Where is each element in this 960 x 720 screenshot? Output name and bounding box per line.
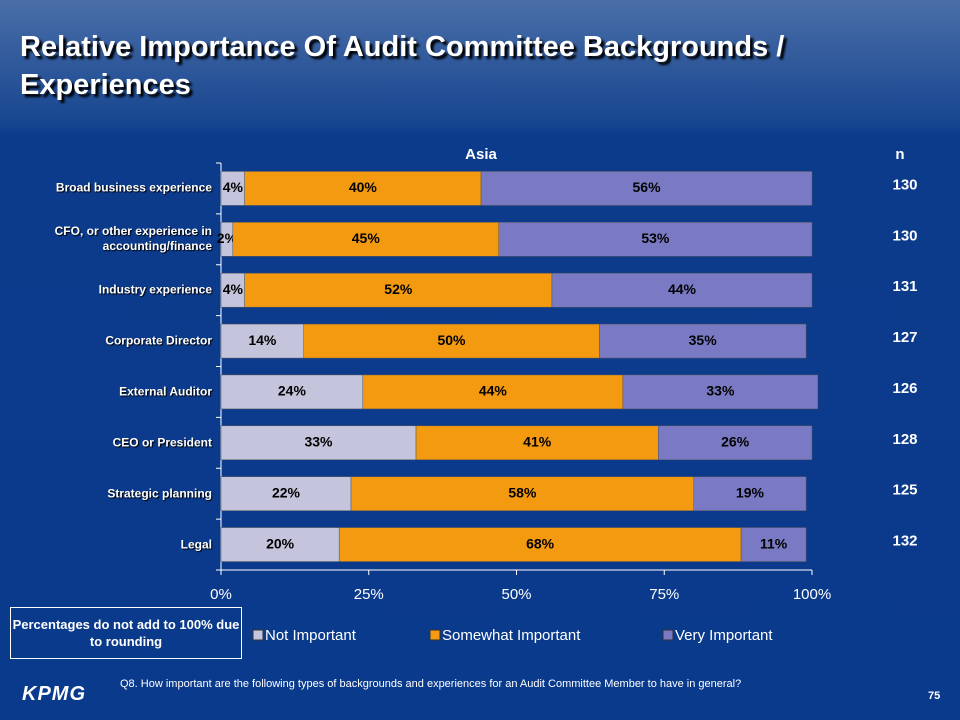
value-label: 11% bbox=[760, 535, 788, 551]
n-label: 126 bbox=[892, 380, 917, 397]
n-label: 128 bbox=[892, 431, 917, 448]
legend-label: Very Important bbox=[675, 627, 773, 644]
category-label: CEO or President bbox=[112, 435, 212, 450]
bar-segment bbox=[362, 374, 624, 410]
value-label: 19% bbox=[736, 484, 765, 500]
x-tick-label: 100% bbox=[793, 586, 831, 603]
category-label: Industry experience bbox=[98, 282, 212, 297]
x-tick-label: 50% bbox=[501, 586, 531, 603]
bar-segment bbox=[415, 425, 659, 461]
bar-segment bbox=[220, 323, 304, 359]
footnote: Q8. How important are the following type… bbox=[120, 678, 742, 690]
bar-segment bbox=[232, 222, 500, 257]
category-label: Broad business experience bbox=[55, 180, 212, 195]
bar-segment bbox=[244, 171, 482, 206]
category-label: CFO, or other experience in accounting/f… bbox=[54, 224, 212, 254]
value-label: 22% bbox=[272, 484, 301, 500]
category-label: Strategic planning bbox=[107, 486, 212, 501]
bar-segment bbox=[220, 374, 364, 410]
bar-segment bbox=[598, 323, 807, 359]
bar-segment bbox=[303, 323, 600, 359]
bar-segment bbox=[338, 527, 742, 562]
legend-swatch bbox=[662, 629, 674, 641]
bar-segment bbox=[220, 476, 352, 511]
category-label: External Auditor bbox=[119, 384, 212, 399]
legend-swatch bbox=[429, 629, 441, 641]
value-label: 14% bbox=[248, 332, 277, 348]
note: Percentages do not add to 100% due to ro… bbox=[10, 607, 242, 659]
value-label: 44% bbox=[479, 383, 508, 399]
n-label: 131 bbox=[892, 278, 917, 295]
bar-segment bbox=[220, 527, 340, 562]
x-tick-label: 25% bbox=[354, 586, 384, 603]
n-label: 130 bbox=[892, 176, 917, 193]
value-label: 4% bbox=[223, 179, 244, 195]
value-label: 58% bbox=[508, 484, 537, 500]
n-label: 130 bbox=[892, 227, 917, 244]
page-number: 75 bbox=[928, 690, 941, 702]
value-label: 26% bbox=[721, 434, 750, 450]
value-label: 53% bbox=[641, 230, 670, 246]
value-label: 52% bbox=[384, 281, 413, 297]
value-label: 24% bbox=[278, 383, 307, 399]
legend-label: Not Important bbox=[265, 627, 357, 644]
n-header: n bbox=[895, 146, 904, 163]
legend-swatch bbox=[252, 629, 264, 641]
category-label: Legal bbox=[180, 537, 212, 552]
value-label: 2% bbox=[217, 230, 238, 246]
bar-segment bbox=[740, 527, 807, 562]
logo: KPMG bbox=[22, 683, 86, 705]
value-label: 33% bbox=[706, 383, 735, 399]
x-tick-label: 75% bbox=[649, 586, 679, 603]
bar-segment bbox=[480, 171, 813, 206]
bar-segment bbox=[244, 272, 553, 308]
value-label: 35% bbox=[689, 332, 718, 348]
bar-segment bbox=[658, 425, 813, 461]
value-label: 50% bbox=[437, 332, 466, 348]
value-label: 33% bbox=[304, 434, 333, 450]
bar-segment bbox=[693, 476, 807, 511]
chart-title: Relative Importance Of Audit Committee B… bbox=[20, 31, 785, 101]
chart-subtitle: Asia bbox=[465, 146, 497, 163]
legend-label: Somewhat Important bbox=[442, 627, 581, 644]
bar-segment bbox=[498, 222, 813, 257]
value-label: 44% bbox=[668, 281, 697, 297]
value-label: 40% bbox=[349, 179, 378, 195]
x-tick-label: 0% bbox=[210, 586, 232, 603]
value-label: 20% bbox=[266, 535, 295, 551]
value-label: 68% bbox=[526, 535, 555, 551]
bar-segment bbox=[350, 476, 695, 511]
n-label: 127 bbox=[892, 329, 917, 346]
value-label: 4% bbox=[223, 281, 244, 297]
value-label: 56% bbox=[633, 179, 662, 195]
bar-segment bbox=[622, 374, 819, 410]
value-label: 45% bbox=[352, 230, 381, 246]
category-label: Corporate Director bbox=[105, 333, 212, 348]
bar-segment bbox=[220, 425, 417, 461]
value-label: 41% bbox=[523, 434, 552, 450]
n-label: 125 bbox=[892, 482, 917, 499]
n-label: 132 bbox=[892, 533, 917, 550]
bar-segment bbox=[551, 272, 813, 308]
